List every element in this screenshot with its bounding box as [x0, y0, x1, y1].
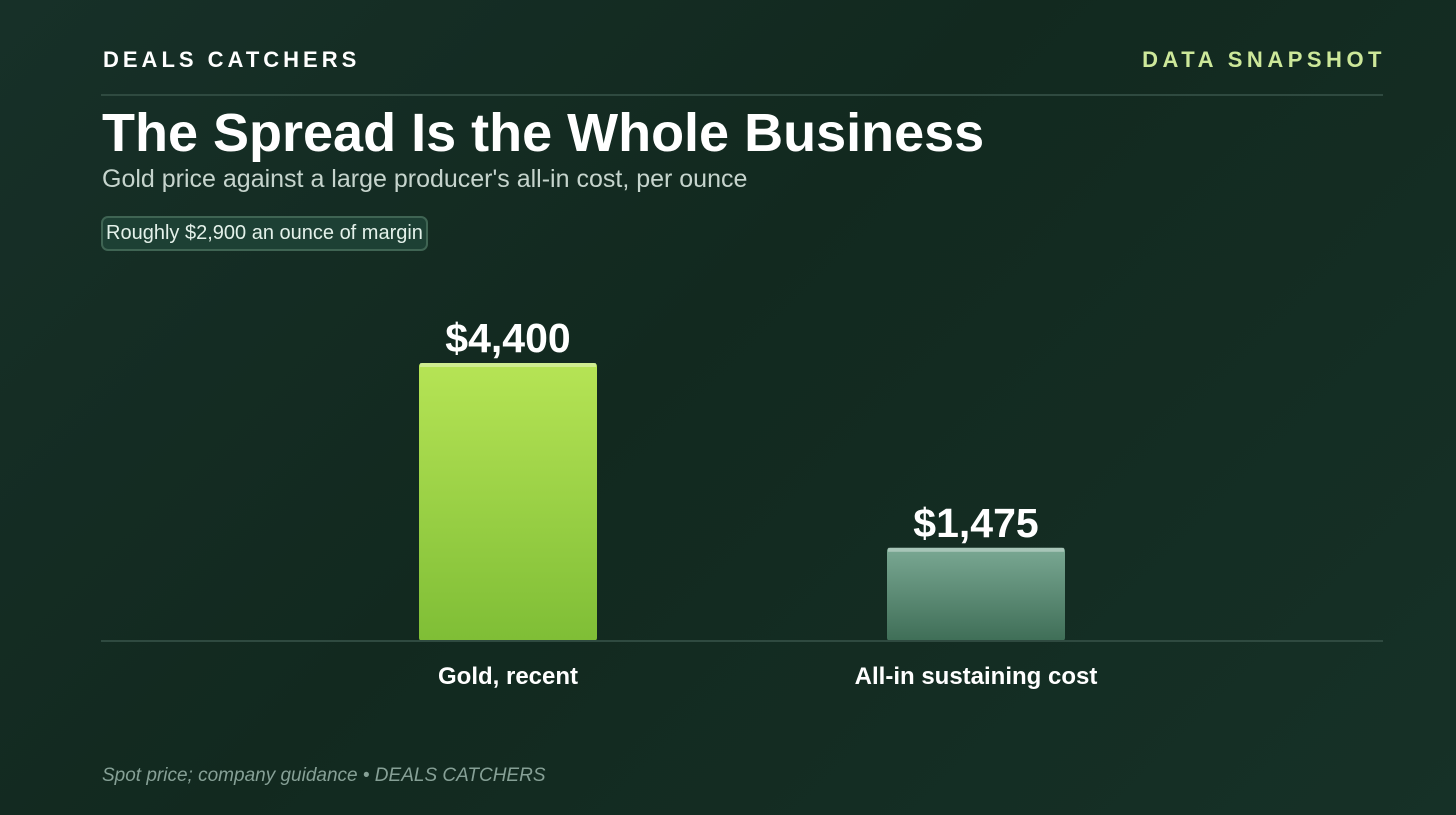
- data-snapshot-tag: DATA SNAPSHOT: [1142, 47, 1386, 72]
- bar-0: [419, 363, 597, 641]
- header-divider: [101, 94, 1383, 96]
- category-label-1: All-in sustaining cost: [855, 663, 1098, 690]
- bar-top-highlight-1: [888, 547, 1064, 552]
- category-label-0: Gold, recent: [438, 663, 578, 690]
- chart-title: The Spread Is the Whole Business: [102, 103, 985, 163]
- margin-callout-badge: Roughly $2,900 an ounce of margin: [101, 216, 428, 251]
- source-footnote: Spot price; company guidance • DEALS CAT…: [102, 765, 546, 786]
- chart-subtitle: Gold price against a large producer's al…: [102, 165, 748, 193]
- bar-value-label-1: $1,475: [913, 500, 1038, 546]
- brand-logo-text: DEALS CATCHERS: [103, 47, 361, 72]
- bar-value-label-0: $4,400: [445, 315, 570, 361]
- bar-top-highlight-0: [420, 363, 596, 367]
- bar-1: [887, 547, 1065, 641]
